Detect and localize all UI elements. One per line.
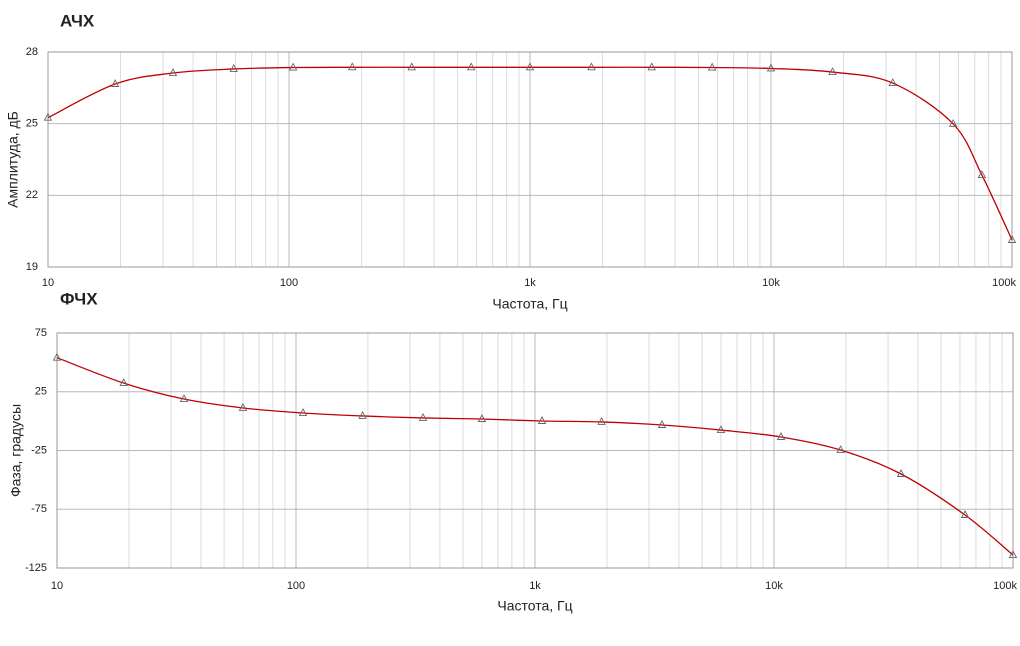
marker [707,62,717,71]
marker [358,411,367,419]
x-axis-label: Частота, Гц [497,598,572,614]
y-axis-label: Фаза, градусы [8,404,24,497]
y-tick-label: 22 [26,189,38,201]
x-tick-label: 10 [42,277,54,289]
marker [288,62,298,71]
x-axis-label: Частота, Гц [492,296,567,312]
x-tick-label: 100k [993,580,1017,592]
y-tick-label: 25 [35,386,47,398]
marker [948,118,958,127]
y-tick-label: 75 [35,327,47,339]
y-tick-label: -25 [31,444,47,456]
marker [119,378,128,387]
x-tick-label: 100 [287,580,305,592]
marker [347,62,357,71]
marker [597,416,606,425]
marker [537,416,547,424]
marker [179,394,189,402]
chart-title: ФЧХ [60,289,98,308]
marker [888,78,897,87]
x-tick-label: 10k [765,580,783,592]
marker [168,68,178,76]
marker [977,170,987,178]
x-tick-label: 1k [529,580,541,592]
y-tick-label: -125 [25,562,47,574]
x-tick-label: 100k [992,277,1016,289]
x-tick-label: 10 [51,580,63,592]
marker [298,408,308,416]
marker [896,469,906,477]
marker [52,352,62,361]
marker [647,62,656,71]
marker [477,414,487,422]
marker [776,432,786,440]
y-tick-label: 25 [26,118,38,130]
x-tick-label: 100 [280,277,298,289]
marker [766,63,776,72]
marker [587,62,596,71]
marker [110,79,120,87]
marker [836,445,845,453]
marker [525,62,535,71]
plot-frame [56,332,1014,569]
x-tick-label: 1k [524,277,536,289]
y-tick-label: -75 [31,503,47,515]
marker [43,112,53,121]
marker [828,67,837,76]
marker [407,62,416,71]
marker [657,420,667,428]
y-tick-label: 28 [26,46,38,58]
y-axis-label: Амплитуда, дБ [5,111,21,208]
marker [466,62,476,71]
marker [1008,550,1018,559]
line [47,66,1013,241]
marker [418,413,428,421]
x-tick-label: 10k [762,277,780,289]
marker [960,510,970,518]
chart-title: АЧХ [60,11,95,30]
marker [229,64,239,72]
line [56,357,1014,556]
marker [1007,235,1017,243]
plot-frame [47,51,1013,268]
marker [238,403,248,411]
marker [716,425,726,434]
y-tick-label: 19 [26,261,38,273]
